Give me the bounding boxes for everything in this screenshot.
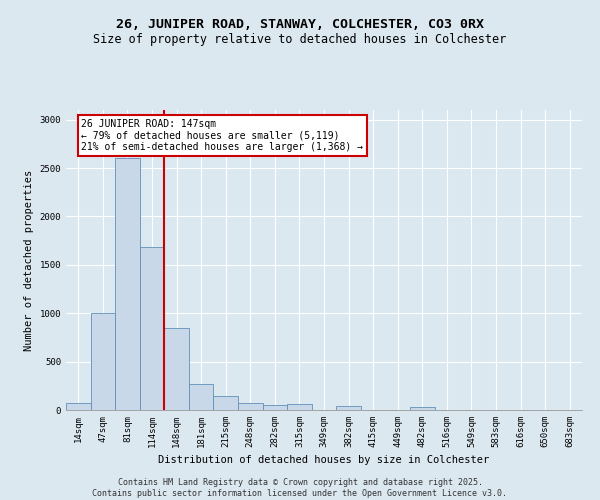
Text: 26 JUNIPER ROAD: 147sqm
← 79% of detached houses are smaller (5,119)
21% of semi: 26 JUNIPER ROAD: 147sqm ← 79% of detache… [82, 119, 364, 152]
Text: 26, JUNIPER ROAD, STANWAY, COLCHESTER, CO3 0RX: 26, JUNIPER ROAD, STANWAY, COLCHESTER, C… [116, 18, 484, 30]
Bar [66, 402, 91, 410]
Bar [91, 313, 115, 410]
Bar [336, 406, 361, 410]
Y-axis label: Number of detached properties: Number of detached properties [24, 170, 34, 350]
Bar [140, 248, 164, 410]
Bar [115, 158, 140, 410]
Bar [214, 396, 238, 410]
X-axis label: Distribution of detached houses by size in Colchester: Distribution of detached houses by size … [158, 456, 490, 466]
Bar [287, 404, 312, 410]
Text: Size of property relative to detached houses in Colchester: Size of property relative to detached ho… [94, 32, 506, 46]
Bar [410, 407, 434, 410]
Bar [238, 403, 263, 410]
Text: Contains HM Land Registry data © Crown copyright and database right 2025.
Contai: Contains HM Land Registry data © Crown c… [92, 478, 508, 498]
Bar [164, 328, 189, 410]
Bar [189, 384, 214, 410]
Bar [263, 404, 287, 410]
